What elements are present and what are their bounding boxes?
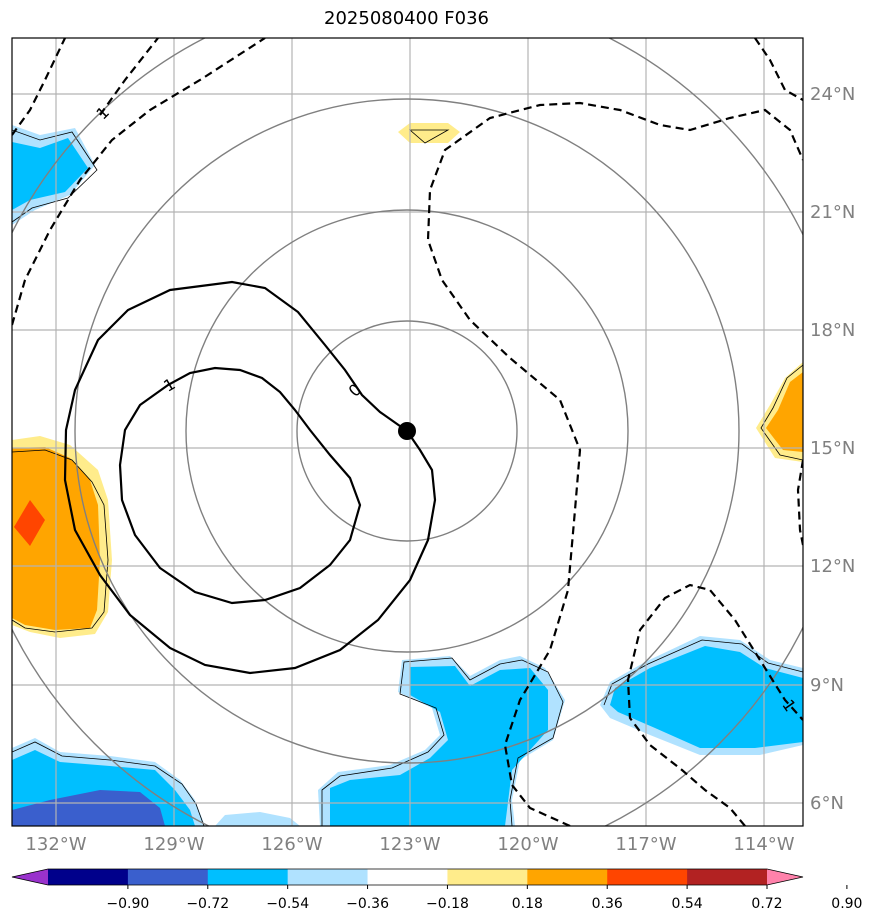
- colorbar-tick-label: 0.54: [672, 896, 703, 912]
- dashed-contour-southeast: [626, 583, 803, 826]
- dashed-contour-northeast: [754, 38, 803, 101]
- lon-label-117w: 117°W: [615, 834, 676, 855]
- outline-negative-south-central: [321, 657, 564, 826]
- anomaly-outlines: [12, 129, 803, 826]
- lon-label-120w: 120°W: [497, 834, 558, 855]
- lon-label-126w: 126°W: [261, 834, 322, 855]
- anomaly-blob-negative-south: [215, 812, 300, 826]
- colorbar-labels: −0.90 −0.72 −0.54 −0.36 −0.18 0.18 0.36 0.54 0.7…: [106, 885, 862, 912]
- colorbar-tick-label: 0.90: [831, 896, 862, 912]
- anomaly-blob-positive-east-core: [766, 372, 803, 452]
- lat-label-21n: 21°N: [810, 202, 855, 223]
- colorbar-tick-label: −0.18: [426, 896, 469, 912]
- dashed-contour-northwest-3: [99, 38, 159, 116]
- colorbar-outline: [11, 868, 804, 886]
- colorbar-cell: [447, 869, 528, 885]
- solid-contour-zero: [63, 280, 437, 675]
- colorbar-tick-label: 0.18: [512, 896, 543, 912]
- colorbar-tick-label: −0.36: [346, 896, 389, 912]
- colorbar-cell: [127, 869, 209, 885]
- colorbar-tick-label: −0.90: [106, 896, 149, 912]
- lat-label-12n: 12°N: [810, 556, 855, 577]
- lat-label-6n: 6°N: [810, 793, 844, 814]
- outline-negative-southeast: [603, 639, 803, 706]
- colorbar-cells: [11, 868, 804, 886]
- colorbar: −0.90 −0.72 −0.54 −0.36 −0.18 0.18 0.36 0.54 0.7…: [11, 868, 862, 912]
- anomaly-blob-positive-north: [398, 123, 460, 143]
- colorbar-tick-label: −0.54: [266, 896, 309, 912]
- graticule: [12, 38, 803, 826]
- colorbar-cell: [527, 869, 608, 885]
- dashed-contour-northwest-1: [12, 38, 266, 326]
- lon-label-129w: 129°W: [143, 834, 204, 855]
- solid-contour-one: [118, 366, 362, 605]
- lat-label-24n: 24°N: [810, 84, 855, 105]
- lat-label-18n: 18°N: [810, 320, 855, 341]
- outline-positive-east: [760, 364, 803, 461]
- latitude-labels: 24°N 21°N 18°N 15°N 12°N 9°N 6°N: [810, 84, 855, 814]
- outline-negative-southwest: [12, 741, 205, 826]
- dashed-contour-northwest-2: [12, 38, 66, 136]
- colorbar-cell: [207, 869, 289, 885]
- colorbar-cell: [48, 869, 129, 885]
- anomaly-blob-strong-southwest: [12, 790, 165, 826]
- range-ring-2: [185, 209, 629, 653]
- longitude-labels: 132°W 129°W 126°W 123°W 120°W 117°W 114°…: [25, 834, 794, 855]
- dashed-contours: [12, 38, 803, 826]
- lat-label-9n: 9°N: [810, 675, 844, 696]
- anomaly-blob-negative-south-central-core: [330, 666, 548, 826]
- colorbar-tick-label: 0.36: [592, 896, 623, 912]
- storm-center-marker: [398, 422, 416, 440]
- map-border: [11, 37, 804, 827]
- outline-negative-northwest: [12, 129, 98, 223]
- anomaly-blob-strong-west: [14, 500, 45, 546]
- range-ring-1: [296, 320, 518, 542]
- range-rings: [12, 38, 803, 826]
- dashed-contour-east: [796, 459, 803, 546]
- colorbar-tick-label: 0.72: [751, 896, 782, 912]
- lon-label-114w: 114°W: [733, 834, 794, 855]
- colorbar-cell: [687, 869, 768, 885]
- outline-positive-west: [12, 449, 109, 633]
- colorbar-tick-label: −0.72: [186, 896, 229, 912]
- range-ring-3: [74, 98, 740, 764]
- map-title: 2025080400 F036: [324, 8, 489, 29]
- anomaly-blob-negative-southeast-core: [610, 646, 803, 748]
- colorbar-cell: [367, 869, 448, 885]
- dashed-contour-north-central: [426, 101, 803, 826]
- map-content: 0 1 1 1: [12, 38, 803, 826]
- outline-positive-north: [408, 129, 450, 144]
- colorbar-cell: [607, 869, 688, 885]
- lon-label-123w: 123°W: [379, 834, 440, 855]
- solid-contours: [63, 280, 437, 675]
- colorbar-extend-min: [12, 869, 48, 885]
- lat-label-15n: 15°N: [810, 438, 855, 459]
- anomaly-blob-negative-northwest-core: [12, 138, 88, 210]
- colorbar-cell: [287, 869, 369, 885]
- colorbar-extend-max: [767, 869, 803, 885]
- lon-label-132w: 132°W: [25, 834, 86, 855]
